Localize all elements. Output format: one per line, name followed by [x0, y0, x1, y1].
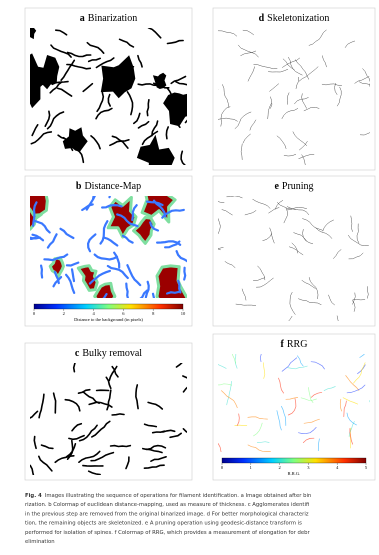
filament [41, 266, 42, 278]
colorbar-tick-label: 1 [250, 465, 252, 470]
panel-frame [213, 8, 375, 170]
filament [111, 446, 131, 447]
caption-label: Fig. 4 [25, 493, 42, 499]
filament [112, 414, 124, 415]
filament [167, 292, 179, 294]
panel-letter: a [80, 13, 85, 24]
caption-line: in the previous step are removed from th… [25, 511, 309, 517]
panel-title: dSkeletonization [259, 13, 330, 24]
caption-line: tion, the remaining objects are skeleton… [25, 521, 302, 527]
figure: aBinarization dSkeletonization bDistance-M… [0, 0, 379, 555]
caption-line: rization. b Colormap of euclidean distan… [25, 502, 309, 508]
panel-letter: e [274, 181, 279, 192]
filament [184, 268, 185, 280]
panel-title: cBulky removal [75, 348, 142, 359]
filament [235, 425, 247, 426]
caption-line: performed for isolation of spines. f Col… [25, 530, 310, 536]
caption-line: elimination [25, 539, 55, 545]
filament [83, 466, 103, 467]
colorbar-tick-label: 2 [63, 311, 65, 316]
colorbar-label: Distance to the background (in pixels) [74, 317, 143, 322]
panel-letter: c [75, 348, 80, 359]
colorbar-label: R.R.G. [288, 471, 301, 476]
panel-frame [25, 343, 192, 480]
panel-title-text: Binarization [88, 13, 137, 24]
panel-letter: d [259, 13, 265, 24]
panel-letter: b [76, 181, 82, 192]
caption-text: Images illustrating the sequence of oper… [45, 493, 312, 499]
panel-title-text: Bulky removal [82, 348, 142, 359]
caption-line: Fig. 4Images illustrating the sequence o… [25, 493, 311, 499]
panel-title-text: Skeletonization [267, 13, 329, 24]
panel-title-text: Pruning [282, 181, 314, 192]
colorbar [222, 458, 366, 463]
colorbar [34, 304, 183, 309]
panel-title-text: Distance-Map [84, 181, 141, 192]
colorbar-tick-label: 10 [181, 311, 186, 316]
panel-frame [213, 176, 375, 326]
page: aBinarization dSkeletonization bDistance-M… [0, 0, 379, 555]
colorbar-tick-label: 2 [278, 465, 280, 470]
panel-title-text: RRG [287, 339, 308, 350]
